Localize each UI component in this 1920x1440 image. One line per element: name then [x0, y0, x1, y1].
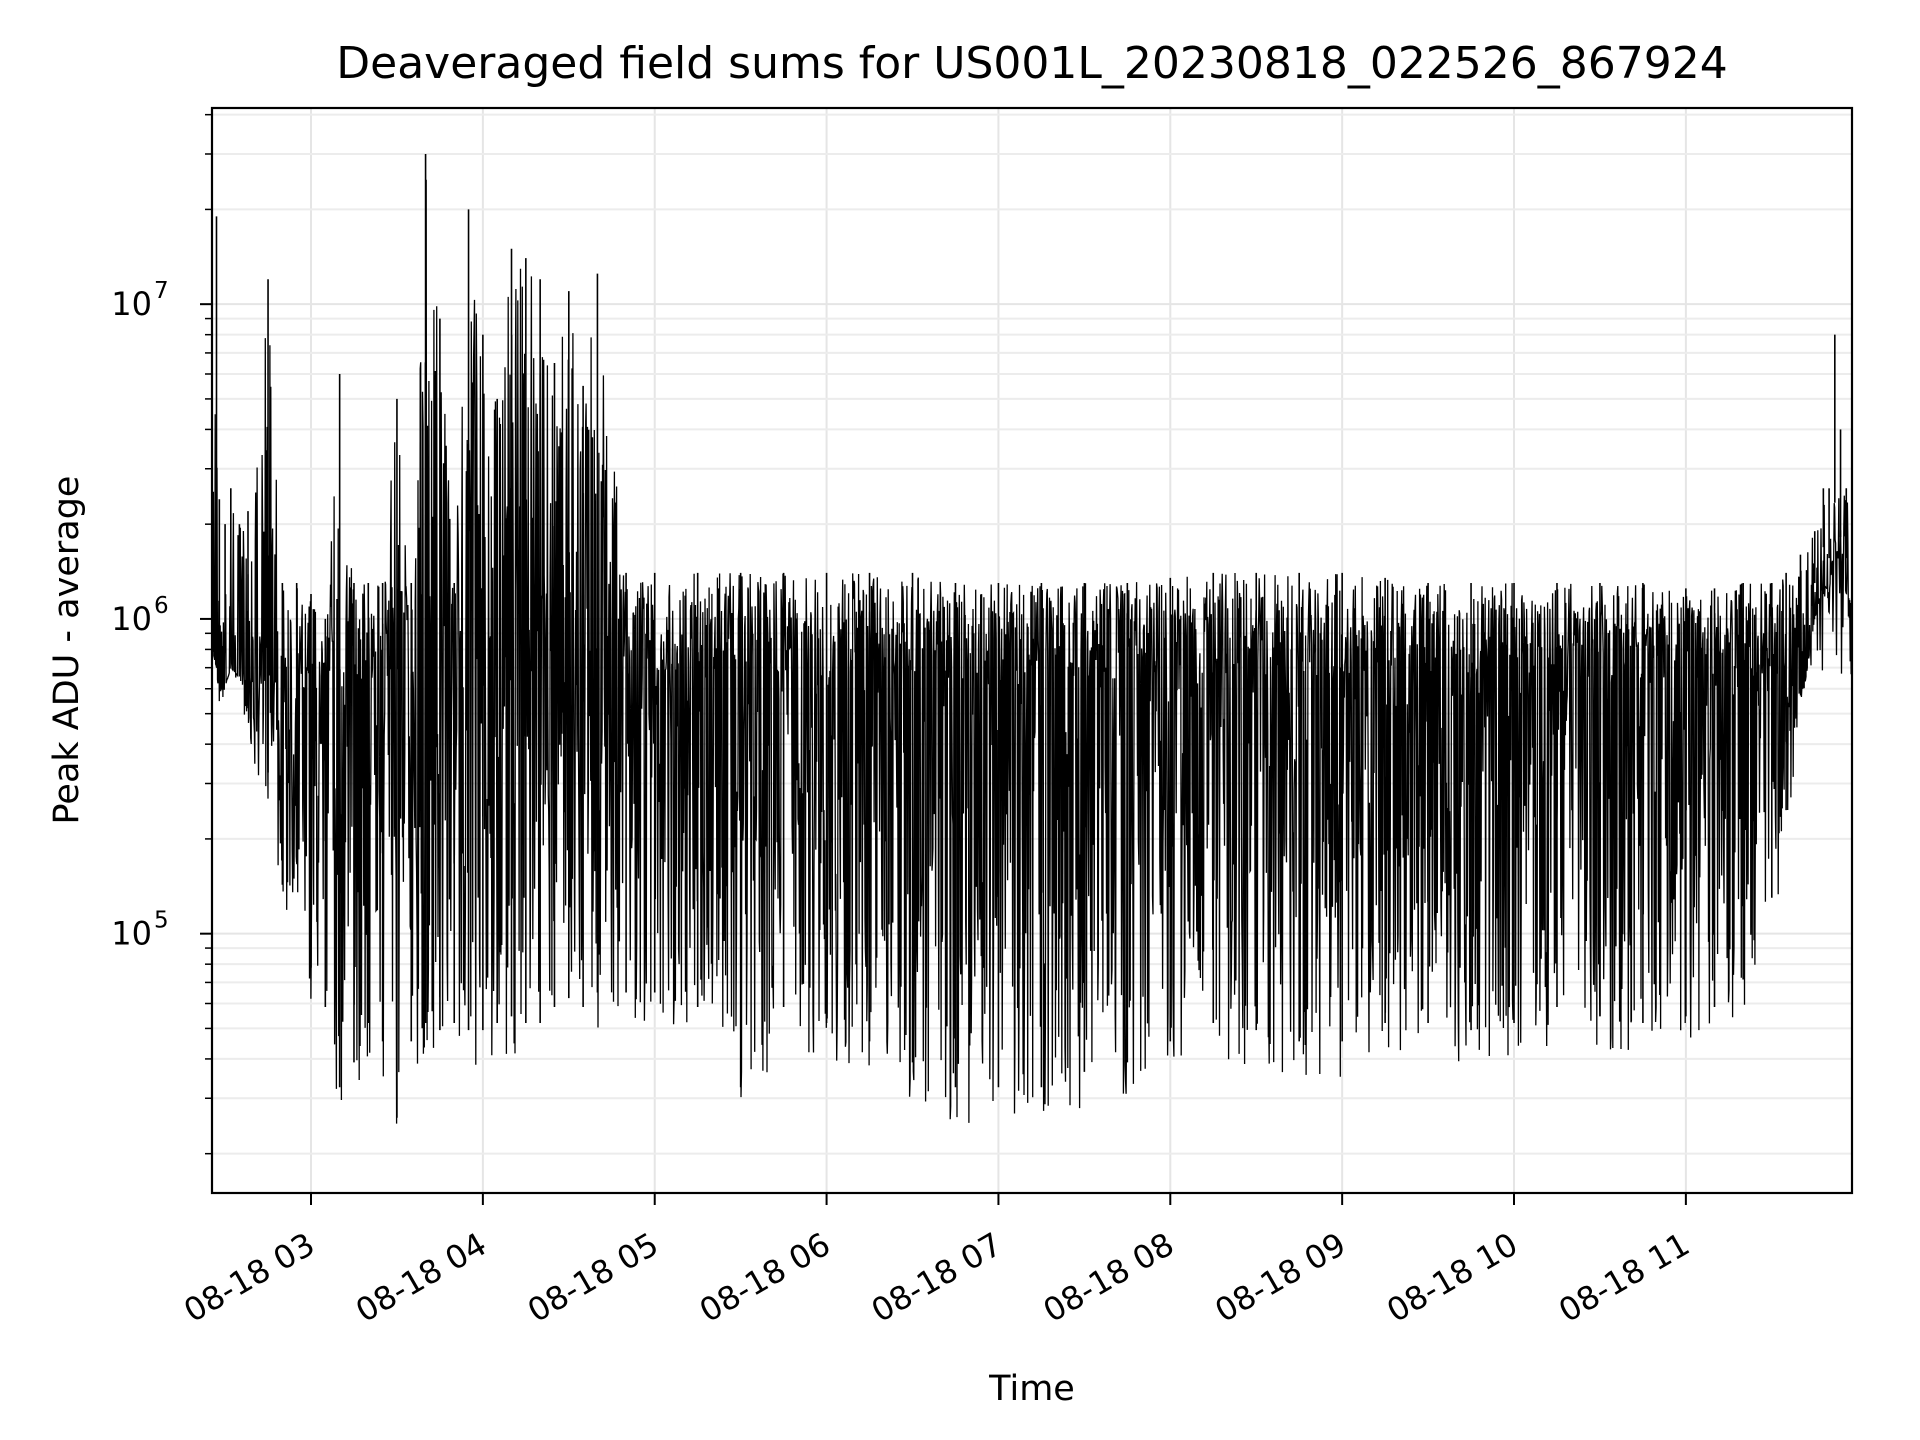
x-tick-label: 08-18 07	[865, 1225, 1009, 1330]
y-tick-label: 10	[111, 600, 152, 638]
y-tick-exponent: 5	[154, 908, 169, 934]
y-tick-label: 10	[111, 285, 152, 323]
plot-frame	[210, 106, 1854, 1195]
x-tick-label: 08-18 08	[1037, 1225, 1181, 1330]
x-tick-label: 08-18 04	[349, 1225, 493, 1330]
x-tick-label: 08-18 03	[177, 1225, 321, 1330]
x-axis-label: Time	[988, 1369, 1075, 1409]
y-tick-exponent: 7	[154, 278, 169, 304]
y-tick-exponent: 6	[154, 593, 169, 619]
data-series-line	[211, 179, 1853, 1124]
x-tick-label: 08-18 11	[1552, 1225, 1696, 1330]
y-tick-label: 10	[111, 915, 152, 953]
x-tick-label: 08-18 10	[1380, 1225, 1524, 1330]
chart-title: Deaveraged field sums for US001L_2023081…	[336, 38, 1728, 89]
x-tick-label: 08-18 06	[693, 1225, 837, 1330]
x-tick-label: 08-18 09	[1209, 1225, 1353, 1330]
y-axis-label: Peak ADU - average	[47, 476, 87, 825]
data-layer	[211, 153, 1853, 1124]
x-tick-label: 08-18 05	[521, 1225, 665, 1330]
